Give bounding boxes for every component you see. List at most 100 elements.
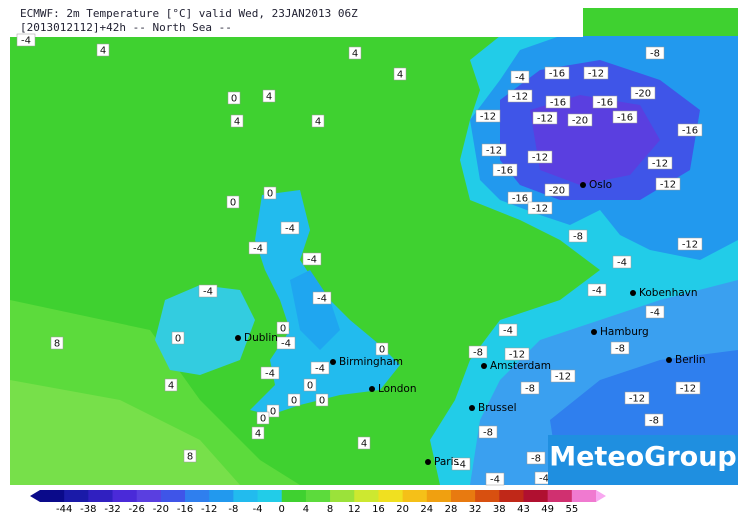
temperature-label: 8 [187, 452, 193, 463]
temperature-label: -4 [456, 460, 466, 471]
colorbar-swatch [499, 490, 524, 502]
colorbar-label: 43 [517, 504, 530, 515]
label-box [645, 46, 665, 60]
label-box [468, 345, 488, 359]
temperature-label: -16 [682, 126, 698, 137]
temperature-label: -12 [555, 372, 571, 383]
colorbar-swatch [330, 490, 355, 502]
label-box [475, 109, 501, 123]
colorbar-end [30, 490, 40, 502]
city-name: London [378, 383, 417, 395]
label-box [171, 331, 185, 345]
colorbar-label: -26 [129, 504, 145, 515]
city-dot [330, 359, 336, 365]
colorbar-label: 38 [493, 504, 506, 515]
temperature-label: -12 [480, 112, 496, 123]
label-box [310, 361, 330, 375]
city-dot [425, 459, 431, 465]
temperature-label: -4 [539, 474, 549, 485]
header-box [10, 4, 583, 37]
label-box [520, 381, 540, 395]
label-box [276, 321, 290, 335]
temperature-label: -4 [515, 73, 525, 84]
label-box [315, 393, 329, 407]
city-dot [369, 386, 375, 392]
colorbar-swatch [136, 490, 162, 502]
label-box [677, 237, 703, 251]
label-box [312, 291, 332, 305]
label-box [311, 114, 325, 128]
label-box [251, 426, 265, 440]
colorbar-label: 16 [372, 504, 385, 515]
colorbar-label: -38 [80, 504, 96, 515]
temperature-label: -12 [682, 240, 698, 251]
label-box [612, 255, 632, 269]
label-box [393, 67, 407, 81]
temperature-label: -4 [315, 364, 325, 375]
city-dot [591, 329, 597, 335]
temperature-label: -8 [473, 348, 483, 359]
label-box [655, 177, 681, 191]
label-box [647, 156, 673, 170]
temperature-label: 4 [255, 429, 261, 440]
temperature-label: -8 [531, 454, 541, 465]
temperature-label: -12 [588, 69, 604, 80]
label-box [262, 89, 276, 103]
label-box [198, 284, 218, 298]
header-title: ECMWF: 2m Temperature [°C] valid Wed, 23… [20, 7, 358, 20]
city-markers: Oslo Kobenhavn Hamburg Berlin Amsterdam Bruss… [235, 179, 705, 468]
colorbar-label: -4 [253, 504, 263, 515]
temperature-label: -12 [537, 114, 553, 125]
colorbar-label: 55 [565, 504, 578, 515]
temperature-label: 0 [307, 381, 313, 392]
temperature-label: 0 [175, 334, 181, 345]
label-box [492, 163, 518, 177]
label-box [256, 411, 270, 425]
label-box [16, 33, 36, 47]
colorbar-swatch [88, 490, 114, 502]
colorbar-label: -32 [104, 504, 120, 515]
label-box [567, 113, 593, 127]
label-box [348, 46, 362, 60]
colorbar-label: 8 [327, 504, 333, 515]
temperature-label: -4 [281, 339, 291, 350]
temperature-label: 0 [291, 396, 297, 407]
label-box [183, 449, 197, 463]
temperature-label: 4 [234, 117, 240, 128]
label-box [227, 91, 241, 105]
label-box [545, 95, 571, 109]
temperature-label: -8 [650, 49, 660, 60]
label-box [568, 229, 588, 243]
temperature-label: -8 [649, 416, 659, 427]
label-box [630, 86, 656, 100]
city-dot [469, 405, 475, 411]
temperature-label: -16 [497, 166, 513, 177]
label-box [287, 393, 301, 407]
temperature-label: 4 [315, 117, 321, 128]
colorbar-label: -44 [56, 504, 72, 515]
colorbar-label: 12 [348, 504, 361, 515]
colorbar-swatch [547, 490, 573, 502]
temperature-label: -16 [617, 113, 633, 124]
city-name: Amsterdam [490, 360, 551, 372]
label-box [485, 472, 505, 486]
label-box [302, 252, 322, 266]
label-box [164, 378, 178, 392]
temperature-label: -12 [509, 350, 525, 361]
city-name: Berlin [675, 354, 705, 366]
colorbar-label: 20 [396, 504, 409, 515]
colorbar-label: -20 [153, 504, 169, 515]
colorbar-label: 24 [420, 504, 433, 515]
temperature-label: -8 [573, 232, 583, 243]
temperature-label: -12 [629, 394, 645, 405]
label-box [260, 366, 280, 380]
temperature-label: -12 [512, 92, 528, 103]
temperature-label: -4 [203, 287, 213, 298]
label-box [544, 183, 570, 197]
temperature-label: 8 [54, 339, 60, 350]
label-box [96, 43, 110, 57]
colorbar-swatch [281, 490, 307, 502]
temperature-label: 0 [230, 198, 236, 209]
label-box [375, 342, 389, 356]
